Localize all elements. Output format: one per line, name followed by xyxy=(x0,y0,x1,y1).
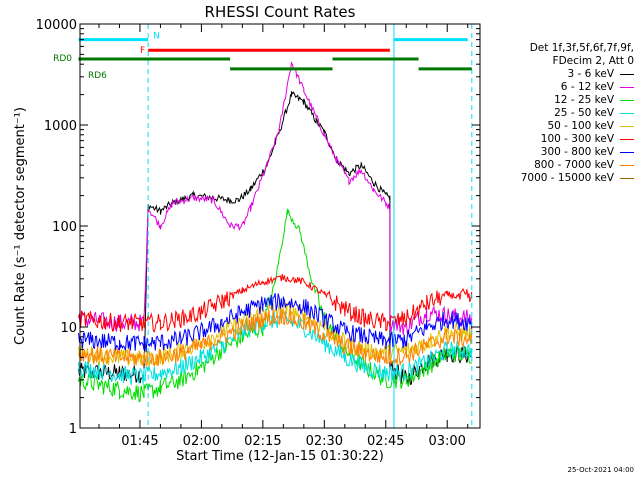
series-line xyxy=(78,274,473,333)
x-tick-label: 03:00 xyxy=(428,434,465,449)
legend-entry-swatch xyxy=(620,113,634,114)
y-tick-label: 1000 xyxy=(44,119,77,134)
legend-entry: 12 - 25 keV xyxy=(488,94,634,107)
legend-entry-swatch xyxy=(620,87,634,88)
legend-entry-label: 300 - 800 keV xyxy=(540,146,614,158)
legend-entry-label: 25 - 50 keV xyxy=(554,107,614,119)
legend-entry-swatch xyxy=(620,152,634,153)
flag-bar-label: RD6 xyxy=(88,71,107,81)
series-line xyxy=(78,309,473,386)
x-tick-label: 02:30 xyxy=(306,434,343,449)
legend-entry: 100 - 300 keV xyxy=(488,133,634,146)
legend-entry-swatch xyxy=(620,139,634,140)
legend-entry: 3 - 6 keV xyxy=(488,68,634,81)
legend-header-line-2: FDecim 2, Att 0 xyxy=(552,55,634,67)
y-tick-label: 100 xyxy=(52,220,77,235)
legend-entry: 50 - 100 keV xyxy=(488,120,634,133)
flag-bar-label: F xyxy=(140,46,145,56)
x-tick-label: 02:45 xyxy=(367,434,404,449)
legend-entry-label: 50 - 100 keV xyxy=(547,120,614,132)
legend-entry: 25 - 50 keV xyxy=(488,107,634,120)
flag-bar-label: RD0 xyxy=(53,54,72,64)
legend-entry-swatch xyxy=(620,126,634,127)
series-line xyxy=(78,91,472,385)
legend-entry-label: 6 - 12 keV xyxy=(560,81,614,93)
legend-entry-swatch xyxy=(620,100,634,101)
timestamp: 25-Oct-2021 04:00 xyxy=(567,466,634,474)
y-tick-label: 1 xyxy=(69,422,77,437)
x-tick-label: 02:00 xyxy=(183,434,220,449)
legend-entry-swatch xyxy=(620,74,634,75)
legend-entry: 7000 - 15000 keV xyxy=(488,172,634,185)
x-tick-label: 02:15 xyxy=(244,434,281,449)
series-line xyxy=(78,293,473,353)
legend-entry-swatch xyxy=(620,165,634,166)
legend-entry-label: 7000 - 15000 keV xyxy=(520,172,614,184)
legend-entry: 800 - 7000 keV xyxy=(488,159,634,172)
legend-header-line-1: Det 1f,3f,5f,6f,7f,9f, xyxy=(529,42,634,54)
x-axis-label: Start Time (12-Jan-15 01:30:22) xyxy=(176,449,384,464)
y-tick-label: 10000 xyxy=(36,18,77,33)
y-tick-label: 10 xyxy=(60,321,77,336)
legend-entry-label: 3 - 6 keV xyxy=(567,68,614,80)
legend-entry-label: 100 - 300 keV xyxy=(540,133,614,145)
x-tick-label: 01:45 xyxy=(121,434,158,449)
y-axis-label: Count Rate (s⁻¹ detector segment⁻¹) xyxy=(13,107,28,345)
flag-bar-label: N xyxy=(153,32,160,42)
series-line xyxy=(78,61,473,335)
series-group xyxy=(78,61,473,403)
series-line xyxy=(78,307,473,368)
legend-entry: 6 - 12 keV xyxy=(488,81,634,94)
legend: Det 1f,3f,5f,6f,7f,9f, FDecim 2, Att 0 3… xyxy=(488,42,634,185)
legend-entry-swatch xyxy=(620,178,634,179)
legend-entry-label: 12 - 25 keV xyxy=(554,94,614,106)
legend-entry: 300 - 800 keV xyxy=(488,146,634,159)
legend-entry-label: 800 - 7000 keV xyxy=(534,159,614,171)
chart-title: RHESSI Count Rates xyxy=(205,3,356,21)
